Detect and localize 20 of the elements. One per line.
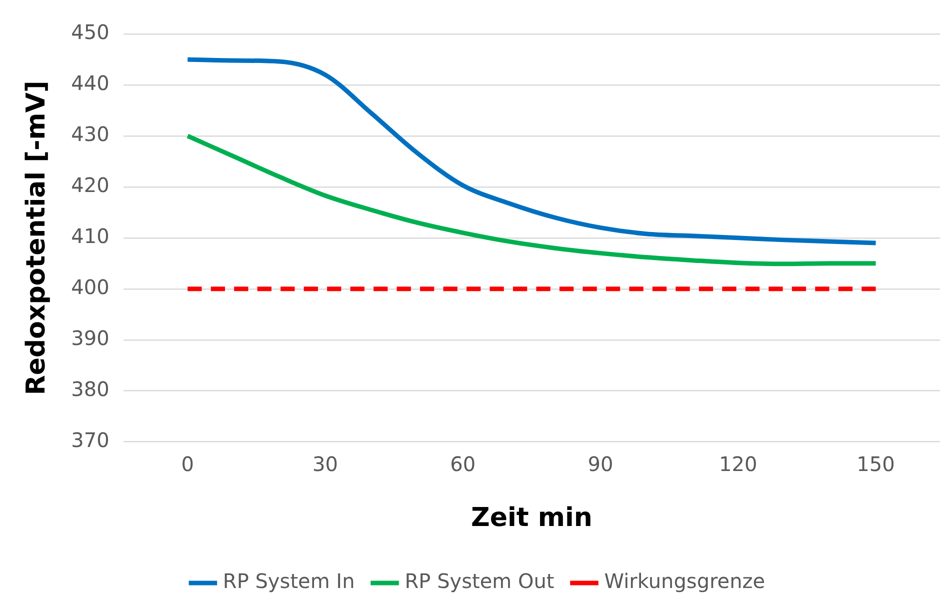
y-axis-title: Redoxpotential [-mV] (21, 80, 52, 396)
legend-label: Wirkungsgrenze (604, 569, 766, 594)
y-tick-label: 430 (71, 122, 110, 146)
y-tick-label: 380 (71, 377, 110, 402)
y-tick-label: 400 (71, 275, 110, 300)
y-tick-label: 420 (71, 173, 110, 198)
x-axis-title: Zeit min (470, 503, 592, 534)
legend-label: RP System Out (404, 569, 554, 594)
y-tick-label: 390 (71, 326, 110, 350)
legend-label: RP System In (222, 569, 355, 594)
x-tick-label: 120 (719, 452, 758, 476)
x-tick-label: 90 (588, 452, 614, 476)
y-tick-label: 450 (71, 20, 110, 44)
x-tick-label: 0 (181, 452, 194, 476)
y-tick-label: 410 (71, 224, 110, 248)
y-tick-label: 440 (71, 71, 110, 96)
x-tick-label: 30 (312, 452, 338, 476)
y-tick-label: 370 (71, 428, 110, 452)
x-tick-label: 150 (856, 452, 895, 476)
x-tick-label: 60 (450, 452, 476, 476)
